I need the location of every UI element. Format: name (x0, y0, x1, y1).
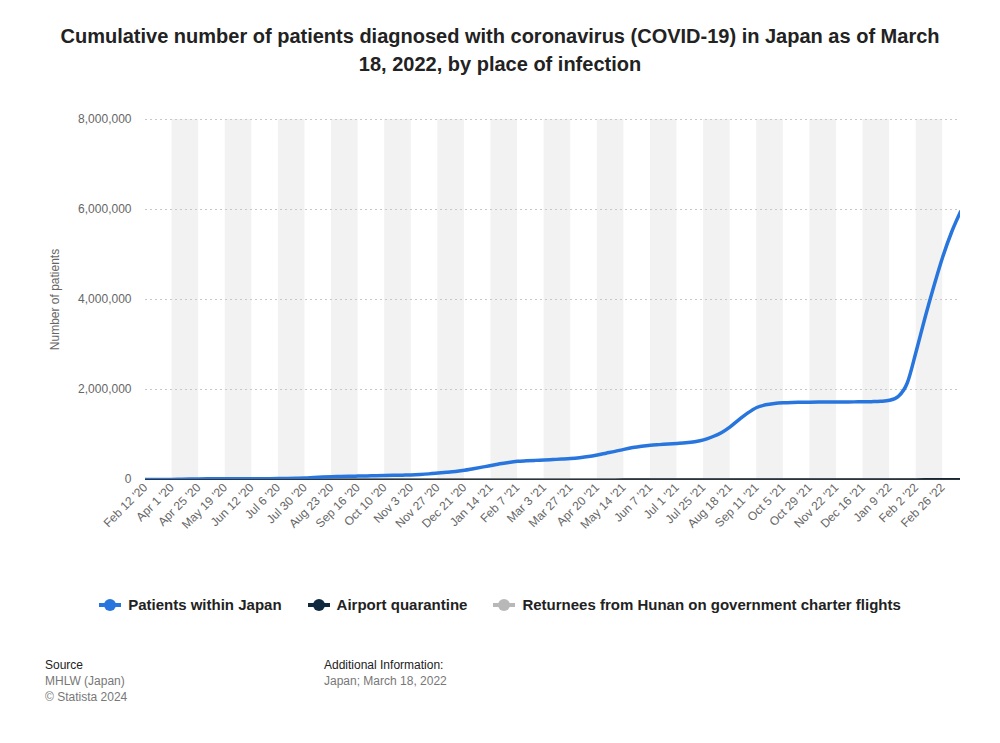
svg-text:Feb 2 '22: Feb 2 '22 (876, 480, 921, 526)
svg-text:Feb 26 '22: Feb 26 '22 (898, 480, 948, 530)
svg-text:Mar 27 '21: Mar 27 '21 (525, 480, 576, 531)
html-text:Patients within Japan: Patients within Japan (128, 596, 282, 613)
svg-text:Oct 29 '21: Oct 29 '21 (766, 480, 815, 529)
svg-text:Jul 25 '21: Jul 25 '21 (662, 480, 709, 527)
svg-text:May 19 '20: May 19 '20 (178, 480, 231, 532)
svg-text:Sep 16 '20: Sep 16 '20 (312, 480, 363, 531)
svg-text:Jun 12 '20: Jun 12 '20 (207, 480, 257, 530)
html-text:Additional Information:: Additional Information: (324, 658, 444, 672)
svg-text:Nov 22 '21: Nov 22 '21 (791, 480, 842, 531)
svg-text:Apr 20 '21: Apr 20 '21 (553, 480, 603, 529)
svg-text:Sep 11 '21: Sep 11 '21 (712, 480, 762, 530)
svg-text:Apr 1 '20: Apr 1 '20 (133, 480, 177, 524)
svg-text:May 14 '21: May 14 '21 (577, 480, 629, 532)
svg-text:Jul 30 '20: Jul 30 '20 (263, 480, 310, 527)
svg-text:Apr 25 '20: Apr 25 '20 (155, 480, 204, 529)
html-text:© Statista 2024: © Statista 2024 (45, 690, 128, 704)
svg-text:Jan 14 '21: Jan 14 '21 (447, 480, 496, 530)
svg-text:Dec 16 '21: Dec 16 '21 (817, 480, 868, 531)
svg-text:Aug 23 '20: Aug 23 '20 (286, 480, 337, 531)
html-text:MHLW (Japan): MHLW (Japan) (45, 674, 125, 688)
svg-text:Jul 6 '20: Jul 6 '20 (242, 480, 284, 522)
svg-text:2,000,000: 2,000,000 (78, 382, 132, 396)
html-text:Returnees from Hunan on govern: Returnees from Hunan on government chart… (522, 596, 901, 613)
svg-text:Jul 1 '21: Jul 1 '21 (640, 480, 682, 522)
html-text:Cumulative number of patients: Cumulative number of patients diagnosed … (60, 25, 940, 75)
html-text:Japan; March 18, 2022: Japan; March 18, 2022 (324, 674, 447, 688)
svg-text:Aug 18 '21: Aug 18 '21 (684, 480, 735, 531)
svg-text:Mar 3 '21: Mar 3 '21 (504, 480, 549, 526)
svg-text:Number of patients: Number of patients (48, 249, 62, 350)
svg-text:Feb 7 '21: Feb 7 '21 (477, 480, 523, 526)
svg-text:Dec 21 '20: Dec 21 '20 (419, 480, 470, 531)
svg-text:Nov 3 '20: Nov 3 '20 (370, 480, 417, 526)
svg-text:6,000,000: 6,000,000 (78, 202, 132, 216)
svg-text:Nov 27 '20: Nov 27 '20 (392, 480, 443, 531)
svg-text:Jun 7 '21: Jun 7 '21 (611, 480, 656, 525)
svg-text:8,000,000: 8,000,000 (78, 112, 132, 126)
svg-text:4,000,000: 4,000,000 (78, 292, 132, 306)
svg-text:Oct 10 '20: Oct 10 '20 (341, 480, 390, 529)
svg-text:Oct 5 '21: Oct 5 '21 (744, 480, 789, 524)
svg-text:Feb 12 '20: Feb 12 '20 (100, 480, 151, 531)
html-text:Airport quarantine: Airport quarantine (336, 596, 468, 613)
svg-text:Jan 9 '22: Jan 9 '22 (850, 480, 895, 525)
html-text:Source: Source (45, 658, 83, 672)
svg-text:0: 0 (125, 472, 132, 486)
